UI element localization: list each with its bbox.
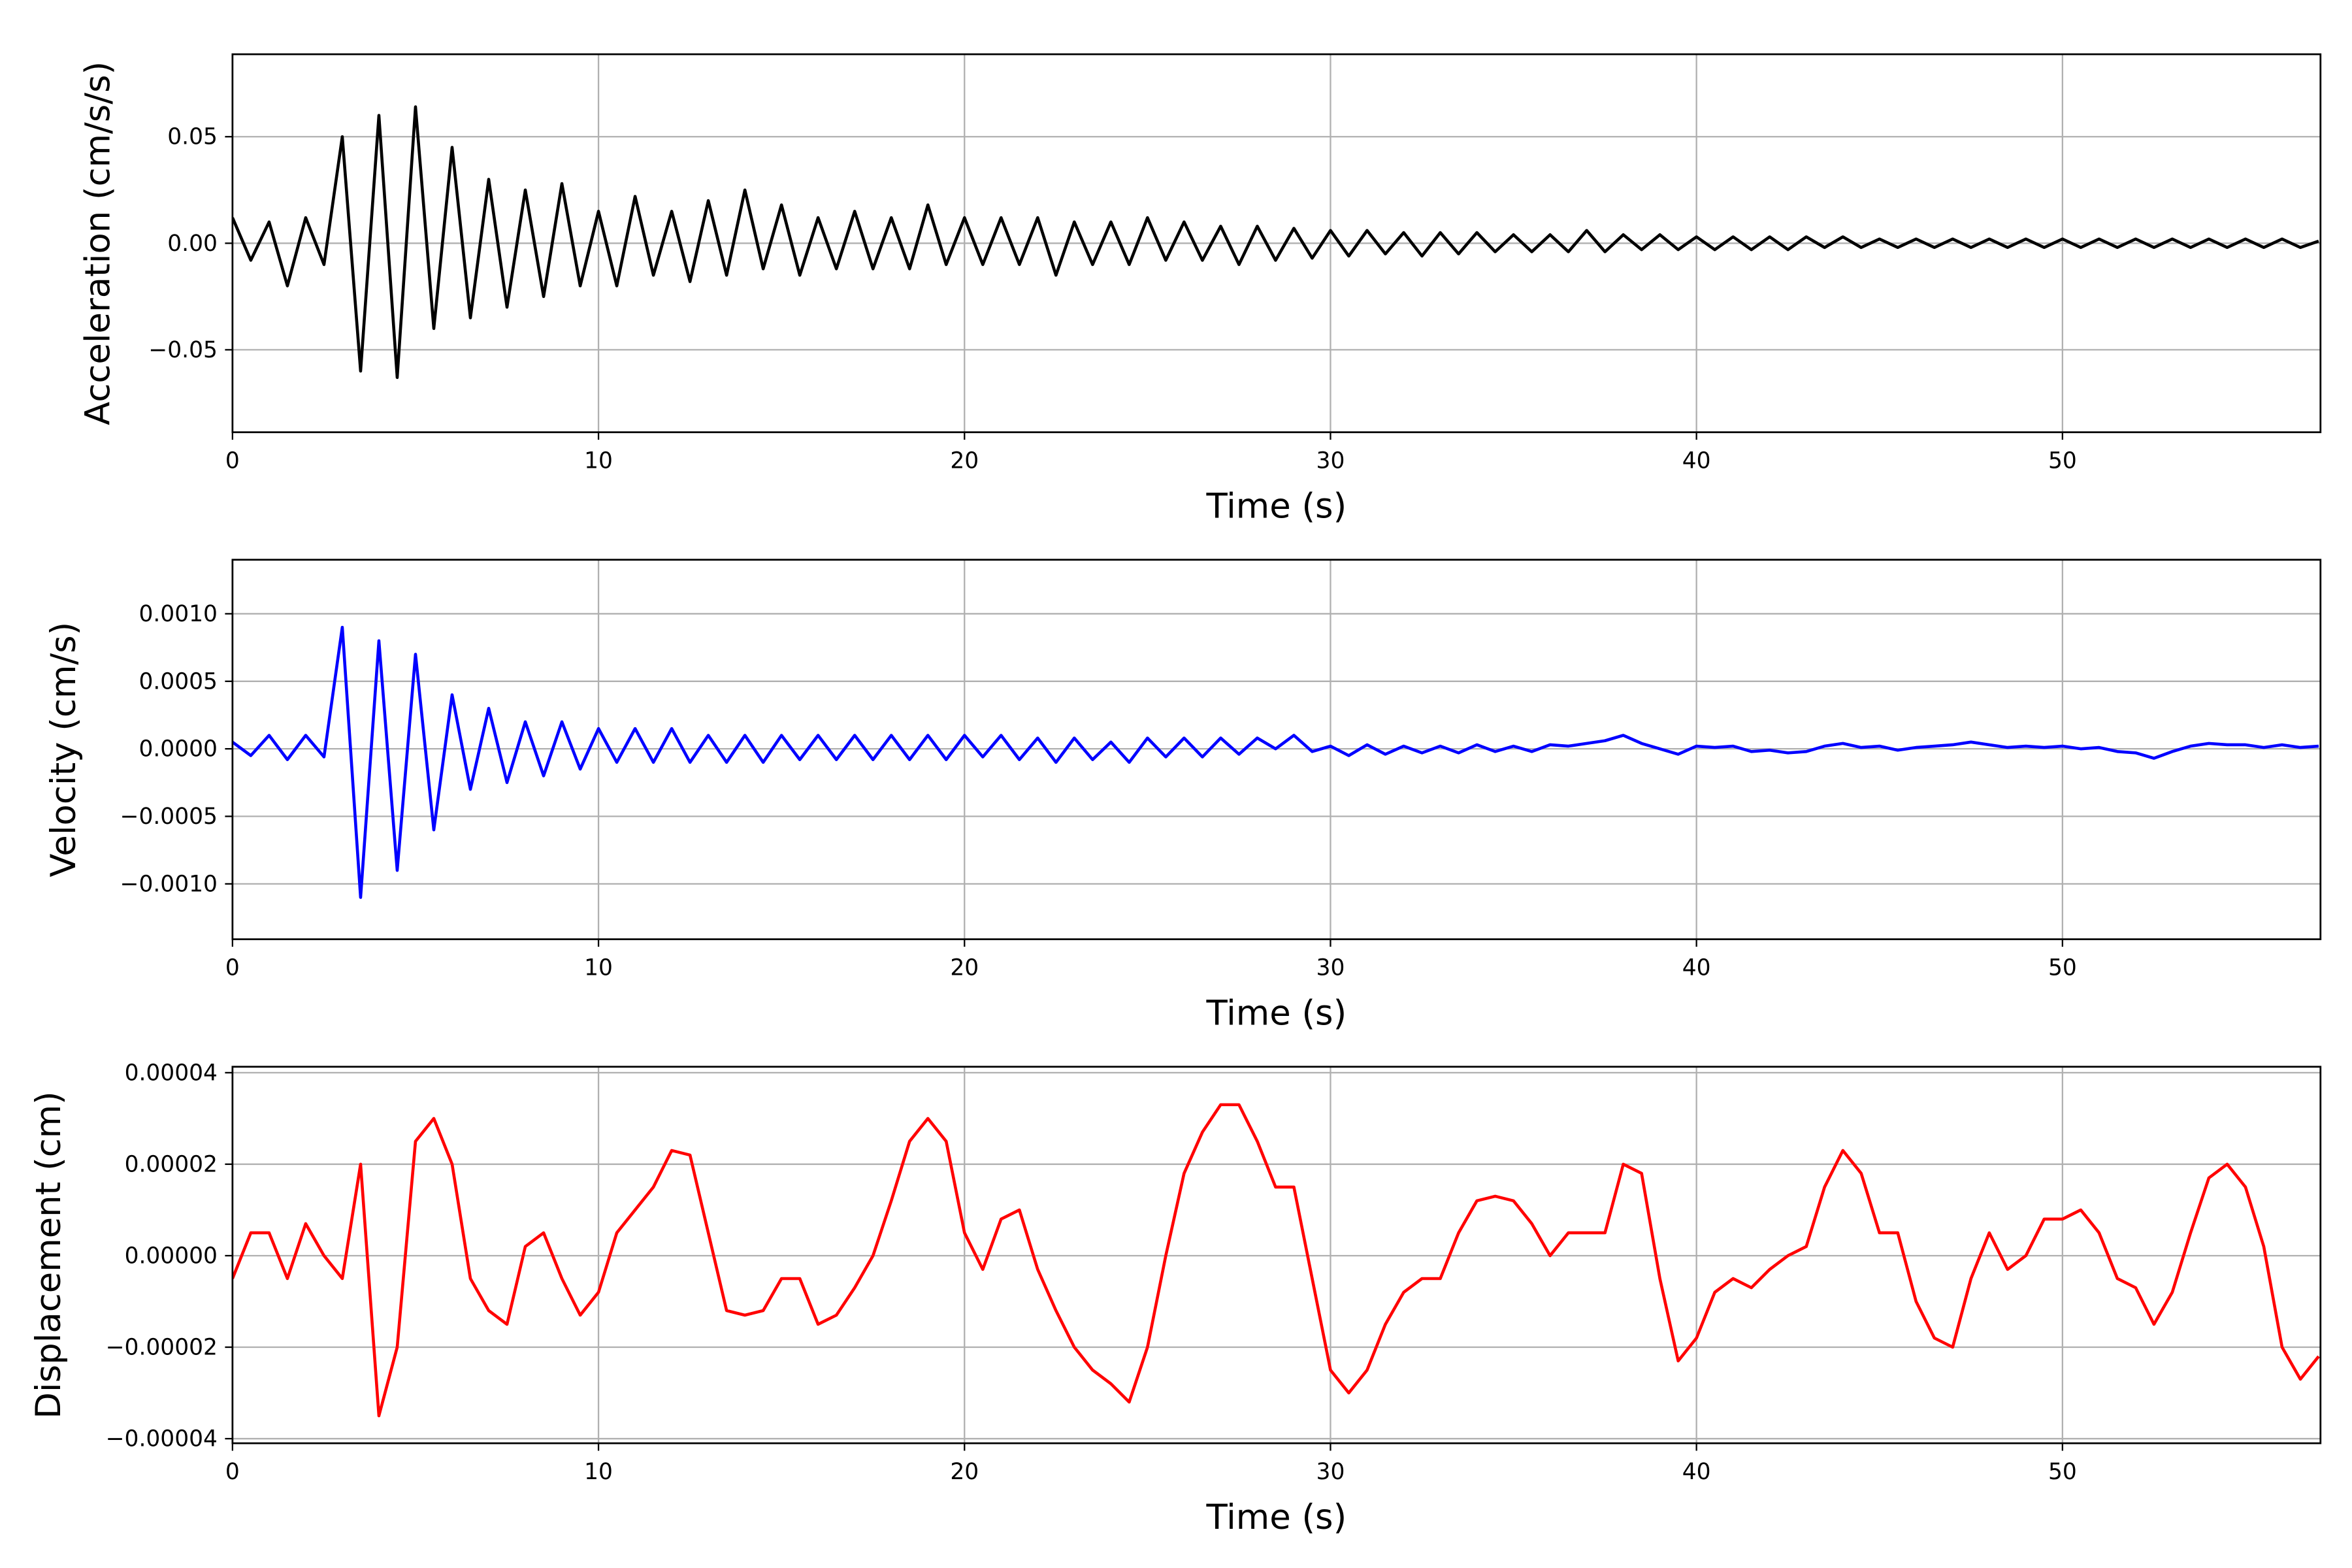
y-tick-label: 0.0010 xyxy=(139,601,217,627)
x-tick-label: 30 xyxy=(1316,1459,1345,1485)
y-tick-label: 0.00002 xyxy=(125,1151,218,1177)
x-tick-label: 50 xyxy=(2048,448,2077,474)
y-tick-label: −0.00004 xyxy=(106,1426,218,1452)
x-tick-label: 50 xyxy=(2048,1459,2077,1485)
y-tick-label: 0.0000 xyxy=(139,736,217,762)
y-tick-label: −0.05 xyxy=(148,337,217,363)
y-axis-label: Velocity (cm/s) xyxy=(44,622,84,877)
x-tick-label: 50 xyxy=(2048,955,2077,981)
y-tick-label: −0.00002 xyxy=(106,1334,218,1360)
x-tick-label: 0 xyxy=(225,1459,240,1485)
y-tick-label: −0.0010 xyxy=(120,871,218,897)
plot-frame xyxy=(231,1066,2322,1445)
x-tick-label: 40 xyxy=(1682,1459,1711,1485)
x-tick-label: 10 xyxy=(584,955,613,981)
x-axis-label: Time (s) xyxy=(1205,486,1347,526)
plot-frame xyxy=(231,559,2322,941)
y-tick-label: 0.0005 xyxy=(139,668,217,694)
x-tick-label: 0 xyxy=(225,955,240,981)
y-axis-label: Acceleration (cm/s/s) xyxy=(78,61,118,425)
y-tick-label: 0.00004 xyxy=(125,1060,218,1086)
plot-frame xyxy=(231,53,2322,433)
x-tick-label: 20 xyxy=(950,448,979,474)
y-tick-label: 0.00000 xyxy=(125,1243,218,1269)
x-tick-label: 10 xyxy=(584,1459,613,1485)
y-axis-label: Displacement (cm) xyxy=(29,1091,69,1418)
y-tick-label: −0.0005 xyxy=(120,804,218,830)
y-tick-label: 0.00 xyxy=(167,231,218,257)
x-tick-label: 40 xyxy=(1682,955,1711,981)
data-line xyxy=(232,1103,2320,1418)
x-tick-label: 10 xyxy=(584,448,613,474)
y-tick-label: 0.05 xyxy=(167,124,218,150)
x-axis-label: Time (s) xyxy=(1205,993,1347,1033)
data-line xyxy=(232,625,2319,899)
x-tick-label: 0 xyxy=(225,448,240,474)
x-tick-label: 20 xyxy=(950,955,979,981)
x-axis-label: Time (s) xyxy=(1205,1497,1347,1537)
x-tick-label: 30 xyxy=(1316,448,1345,474)
data-line xyxy=(232,105,2319,380)
x-tick-label: 20 xyxy=(950,1459,979,1485)
x-tick-label: 30 xyxy=(1316,955,1345,981)
x-tick-label: 40 xyxy=(1682,448,1711,474)
